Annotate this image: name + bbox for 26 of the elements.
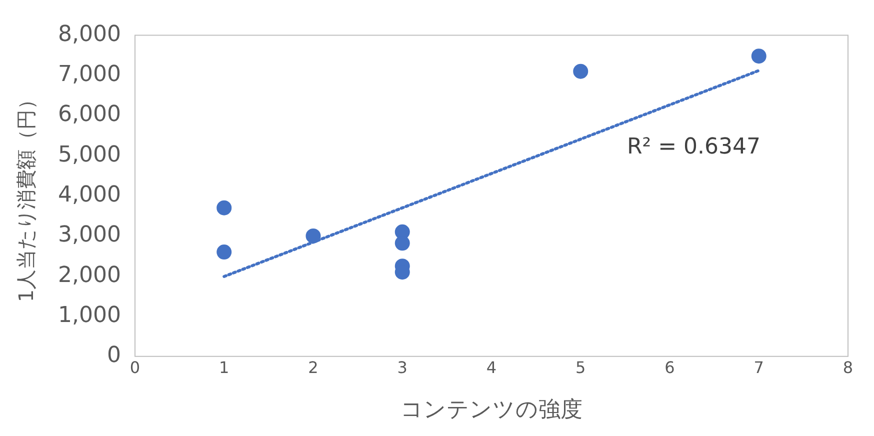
y-axis-title: 1人当たり消費額（円） <box>14 89 38 302</box>
x-tick-label: 3 <box>397 358 408 378</box>
y-tick-label: 8,000 <box>58 22 121 47</box>
x-tick-label: 2 <box>308 358 318 378</box>
x-axis-title: コンテンツの強度 <box>400 398 582 423</box>
point <box>751 48 766 64</box>
y-tick-label: 6,000 <box>58 102 121 128</box>
y-tick-label: 3,000 <box>58 222 121 248</box>
x-tick-label: 4 <box>486 358 497 378</box>
point <box>394 236 410 251</box>
y-tick-label: 7,000 <box>58 62 121 88</box>
x-tick-label: 8 <box>842 358 854 378</box>
x-tick-label: 0 <box>130 358 140 378</box>
y-tick-label: 2,000 <box>58 262 121 288</box>
x-tick-label: 1 <box>219 358 230 378</box>
x-tick-label: 6 <box>664 358 675 378</box>
y-tick-label: 4,000 <box>58 182 121 208</box>
x-tick-label: 5 <box>576 358 586 378</box>
point <box>573 64 588 79</box>
y-tick-label: 5,000 <box>58 142 121 168</box>
x-tick-label: 7 <box>754 358 764 378</box>
point <box>306 228 321 244</box>
point <box>216 244 232 260</box>
annotation: R² = 0.6347 <box>626 134 760 160</box>
y-tick-label: 1,000 <box>58 302 121 328</box>
point <box>216 200 232 216</box>
